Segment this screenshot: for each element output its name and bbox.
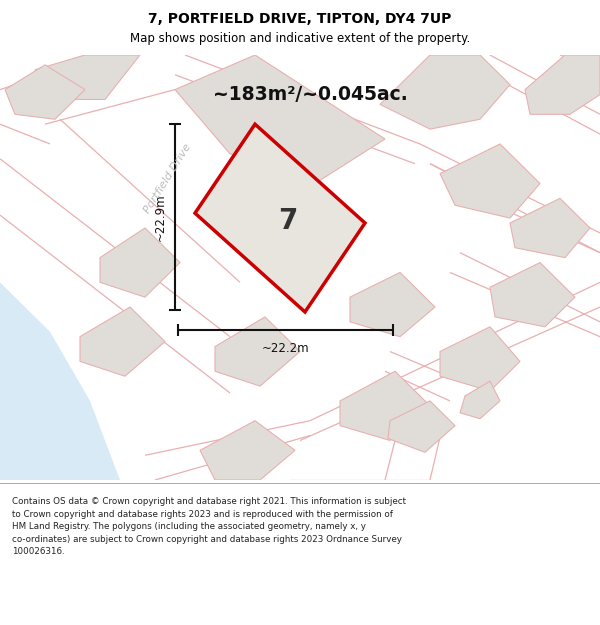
Polygon shape <box>490 262 575 327</box>
Polygon shape <box>100 228 180 297</box>
Polygon shape <box>200 421 295 480</box>
Text: Map shows position and indicative extent of the property.: Map shows position and indicative extent… <box>130 32 470 45</box>
Polygon shape <box>380 55 510 129</box>
Polygon shape <box>175 55 420 159</box>
Polygon shape <box>35 55 140 99</box>
Polygon shape <box>195 124 365 312</box>
Polygon shape <box>145 406 310 480</box>
Polygon shape <box>480 55 600 134</box>
Polygon shape <box>510 198 590 258</box>
Text: ~22.2m: ~22.2m <box>262 342 310 354</box>
Polygon shape <box>175 55 385 184</box>
Polygon shape <box>525 55 600 114</box>
Polygon shape <box>0 55 170 134</box>
Text: Contains OS data © Crown copyright and database right 2021. This information is : Contains OS data © Crown copyright and d… <box>12 498 406 556</box>
Polygon shape <box>0 282 120 480</box>
Polygon shape <box>215 317 300 386</box>
Polygon shape <box>440 144 540 218</box>
Text: 7, PORTFIELD DRIVE, TIPTON, DY4 7UP: 7, PORTFIELD DRIVE, TIPTON, DY4 7UP <box>148 12 452 26</box>
Polygon shape <box>440 327 520 391</box>
Text: ~183m²/~0.045ac.: ~183m²/~0.045ac. <box>212 85 407 104</box>
Polygon shape <box>388 401 455 452</box>
Polygon shape <box>350 272 435 337</box>
Polygon shape <box>340 371 430 441</box>
Text: 7: 7 <box>278 207 298 235</box>
Text: Portfield Drive: Portfield Drive <box>143 142 193 215</box>
Text: ~22.9m: ~22.9m <box>154 193 167 241</box>
Polygon shape <box>460 381 500 419</box>
Polygon shape <box>80 307 165 376</box>
Polygon shape <box>5 65 85 119</box>
Polygon shape <box>0 124 230 371</box>
